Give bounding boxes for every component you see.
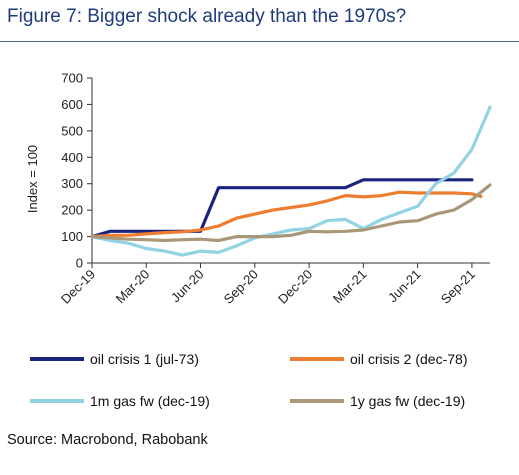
x-tick-label: Dec-20 [275,267,315,307]
series-line-1 [90,178,474,239]
chart-series [90,105,492,257]
legend-item-oil-crisis-2: oil crisis 2 (dec-78) [290,348,467,370]
legend-swatch-1m-gas [30,399,84,403]
y-tick-label: 0 [76,256,83,271]
legend-item-1y-gas: 1y gas fw (dec-19) [290,390,465,412]
y-tick-label: 400 [61,150,83,165]
legend-swatch-oil-crisis-1 [30,357,84,361]
y-tick-label: 700 [61,71,83,86]
source-note: Source: Macrobond, Rabobank [7,432,208,448]
legend-item-1m-gas: 1m gas fw (dec-19) [30,390,210,412]
y-tick-label: 300 [61,176,83,191]
legend-swatch-oil-crisis-2 [290,357,344,361]
legend-item-oil-crisis-1: oil crisis 1 (jul-73) [30,348,199,370]
line-chart: 0 100 200 300 400 500 600 700 Dec-19 Mar-20 Jun-20… [25,71,492,307]
title-divider [0,41,519,42]
x-tick-label: Sep-20 [221,267,261,307]
y-tick-label: 100 [61,229,83,244]
figure-title: Figure 7: Bigger shock already than the … [7,6,407,27]
series-line-3 [90,105,492,257]
legend-swatch-1y-gas [290,399,344,403]
legend-label-oil-crisis-2: oil crisis 2 (dec-78) [350,351,468,367]
chart-legend: oil crisis 1 (jul-73) oil crisis 2 (dec-… [30,348,510,418]
x-tick-label: Sep-21 [438,267,478,307]
series-line-4 [90,183,492,243]
y-tick-label: 600 [61,97,83,112]
y-tick-label: 200 [61,203,83,218]
x-tick-label: Mar-20 [113,267,153,307]
x-tick-label: Jun-21 [385,267,424,306]
y-tick-label: 500 [61,123,83,138]
legend-label-1m-gas: 1m gas fw (dec-19) [90,393,210,409]
series-line-2 [90,190,483,239]
x-tick-label: Jun-20 [168,267,207,306]
y-axis-label: Index = 100 [25,145,40,213]
legend-label-oil-crisis-1: oil crisis 1 (jul-73) [90,351,199,367]
legend-label-1y-gas: 1y gas fw (dec-19) [350,393,466,409]
x-tick-label: Dec-19 [58,267,98,307]
x-tick-label: Mar-21 [330,267,370,307]
